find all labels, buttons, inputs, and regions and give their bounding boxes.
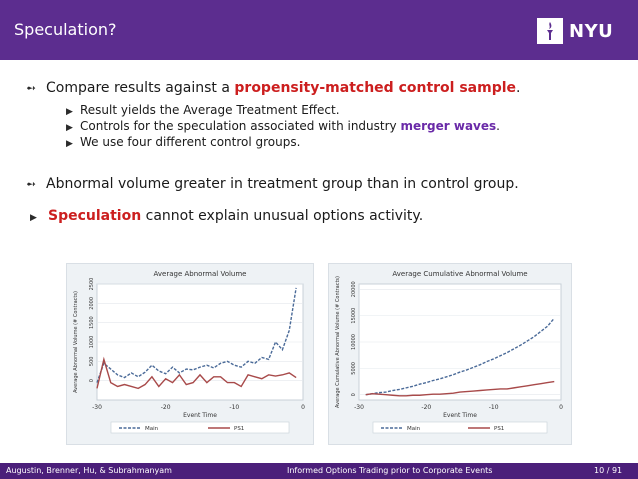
- legend-box: [110, 421, 290, 434]
- x-tick-label: 0: [301, 404, 305, 411]
- bullet-text: cannot explain unusual options activity.: [141, 208, 424, 224]
- bullet-arrow-icon: ➻: [26, 81, 37, 95]
- legend-box: [372, 421, 548, 434]
- y-tick-label: 1000: [89, 336, 95, 349]
- y-tick-label: 0: [89, 379, 95, 382]
- legend-label: Main: [145, 426, 159, 432]
- x-tick-label: -30: [92, 404, 102, 411]
- nyu-logo: NYU: [537, 18, 613, 44]
- legend-label: PS1: [494, 426, 504, 432]
- y-tick-label: 2500: [89, 278, 95, 291]
- x-tick-label: -20: [421, 404, 431, 411]
- chart-abnormal-volume: 0 500 1000 1500 2000 2500 -30 -20 -10 0 Average Ab…: [66, 263, 314, 445]
- bullet-speculation: ▶ Speculation cannot explain unusual opti…: [30, 208, 423, 224]
- y-tick-label: 1500: [89, 316, 95, 329]
- slide-header: Speculation? NYU: [0, 0, 638, 60]
- highlight-text: Speculation: [48, 208, 142, 224]
- y-axis-label: Average Cumulative Abnormal Volume (# Co…: [335, 276, 341, 408]
- y-tick-label: 10000: [351, 334, 357, 350]
- highlight-text: propensity-matched control sample: [234, 80, 517, 96]
- sub-bullet-text: Result yields the Average Treatment Effe…: [80, 103, 340, 117]
- bullet-text: Abnormal volume greater in treatment gro…: [46, 176, 519, 192]
- sub-bullet-merger: ▶ Controls for the speculation associated…: [66, 119, 500, 133]
- sub-bullet-text: We use four different control groups.: [80, 135, 301, 149]
- bullet-text: .: [516, 80, 521, 96]
- footer-title: Informed Options Trading prior to Corpor…: [287, 466, 493, 475]
- chart-svg: 0 500 1000 1500 2000 2500 -30 -20 -10 0 Average Ab…: [73, 270, 305, 434]
- y-tick-label: 500: [89, 357, 95, 367]
- y-tick-label: 2000: [89, 297, 95, 310]
- x-axis-label: Event Time: [443, 412, 477, 419]
- sub-bullet-ate: ▶ Result yields the Average Treatment Eff…: [66, 103, 340, 117]
- series-line-main: [96, 287, 297, 383]
- slide-footer: Augustin, Brenner, Hu, & Subrahmanyam In…: [0, 463, 638, 479]
- series-line-ps1: [365, 380, 555, 397]
- slide-title: Speculation?: [14, 20, 117, 39]
- torch-icon: [537, 18, 563, 44]
- series-line-main: [365, 317, 555, 396]
- triangle-icon: ▶: [66, 139, 73, 149]
- highlight-text: merger waves: [400, 119, 497, 133]
- triangle-icon: ▶: [30, 213, 37, 223]
- y-tick-label: 0: [351, 393, 357, 396]
- chart-title: Average Cumulative Abnormal Volume: [392, 270, 527, 278]
- bullet-arrow-icon: ➻: [26, 177, 37, 191]
- sub-bullet-text: .: [496, 119, 500, 133]
- bullet-abnormal: ➻ Abnormal volume greater in treatment gr…: [26, 176, 519, 192]
- x-tick-label: -20: [161, 404, 171, 411]
- bullet-compare: ➻ Compare results against a propensity-ma…: [26, 80, 520, 96]
- chart-cumulative-volume: 0 5000 10000 15000 20000 -30 -20 -10 0 Average Cu…: [328, 263, 572, 445]
- sub-bullet-text: Controls for the speculation associated …: [80, 119, 401, 133]
- legend-label: PS1: [234, 426, 244, 432]
- bullet-text: Compare results against a: [46, 80, 235, 96]
- legend-label: Main: [407, 426, 421, 432]
- chart-svg: 0 5000 10000 15000 20000 -30 -20 -10 0 Average Cu…: [335, 270, 563, 434]
- x-axis-label: Event Time: [183, 412, 217, 419]
- y-tick-label: 5000: [351, 362, 357, 375]
- x-tick-label: 0: [559, 404, 563, 411]
- y-axis-label: Average Abnormal Volume (# Contracts): [73, 291, 79, 393]
- triangle-icon: ▶: [66, 123, 73, 133]
- footer-page-number: 10 / 91: [594, 466, 623, 475]
- logo-text: NYU: [569, 20, 614, 42]
- x-tick-label: -10: [489, 404, 499, 411]
- footer-authors: Augustin, Brenner, Hu, & Subrahmanyam: [6, 466, 172, 475]
- sub-bullet-controls: ▶ We use four different control groups.: [66, 135, 300, 149]
- series-line-ps1: [96, 356, 297, 390]
- y-tick-label: 15000: [351, 308, 357, 324]
- chart-title: Average Abnormal Volume: [154, 270, 247, 278]
- triangle-icon: ▶: [66, 107, 73, 117]
- x-tick-label: -30: [354, 404, 364, 411]
- x-tick-label: -10: [229, 404, 239, 411]
- y-tick-label: 20000: [351, 281, 357, 297]
